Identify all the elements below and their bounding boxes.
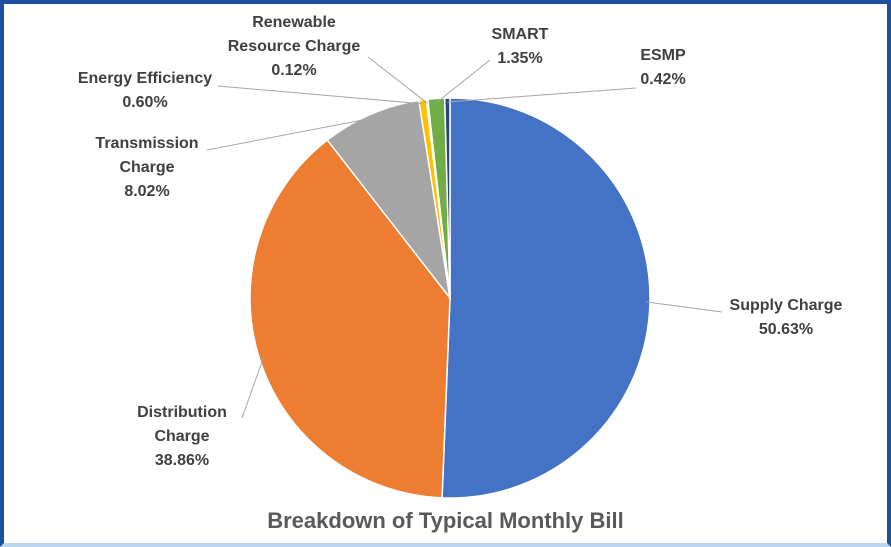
value-label: 0.42% <box>640 71 686 88</box>
category-label: Transmission Charge <box>95 135 199 176</box>
leader-line <box>241 357 264 419</box>
value-label: 50.63% <box>758 321 814 338</box>
leader-line <box>217 85 424 105</box>
category-label: Renewable Resource Charge <box>227 14 361 55</box>
pie-slice <box>443 97 451 299</box>
value-label: 38.86% <box>154 452 210 469</box>
value-label: 0.12% <box>271 62 317 79</box>
pie-slice <box>441 97 651 499</box>
chart-title: Breakdown of Typical Monthly Bill <box>267 508 624 533</box>
category-label: Distribution Charge <box>137 404 227 445</box>
leader-line <box>206 117 373 151</box>
category-label: Supply Charge <box>729 297 843 314</box>
leader-line <box>447 87 637 103</box>
data-label: SMART 1.35% <box>475 23 565 71</box>
data-label: Energy Efficiency 0.60% <box>60 67 230 115</box>
data-label: Transmission Charge 8.02% <box>85 132 210 204</box>
leader-line <box>367 56 428 104</box>
leader-line <box>645 301 723 313</box>
data-label: ESMP 0.42% <box>623 44 703 92</box>
category-label: SMART <box>491 26 549 43</box>
data-label: Distribution Charge 38.86% <box>127 401 237 473</box>
data-label: Renewable Resource Charge 0.12% <box>224 11 364 83</box>
pie-slice <box>326 99 451 299</box>
value-label: 0.60% <box>122 94 168 111</box>
value-label: 8.02% <box>124 183 170 200</box>
category-label: Energy Efficiency <box>77 70 213 87</box>
value-label: 1.35% <box>497 50 543 67</box>
data-label: Supply Charge 50.63% <box>701 294 871 342</box>
category-label: ESMP <box>640 47 686 64</box>
pie-slice <box>249 138 451 499</box>
leader-line <box>436 59 491 103</box>
